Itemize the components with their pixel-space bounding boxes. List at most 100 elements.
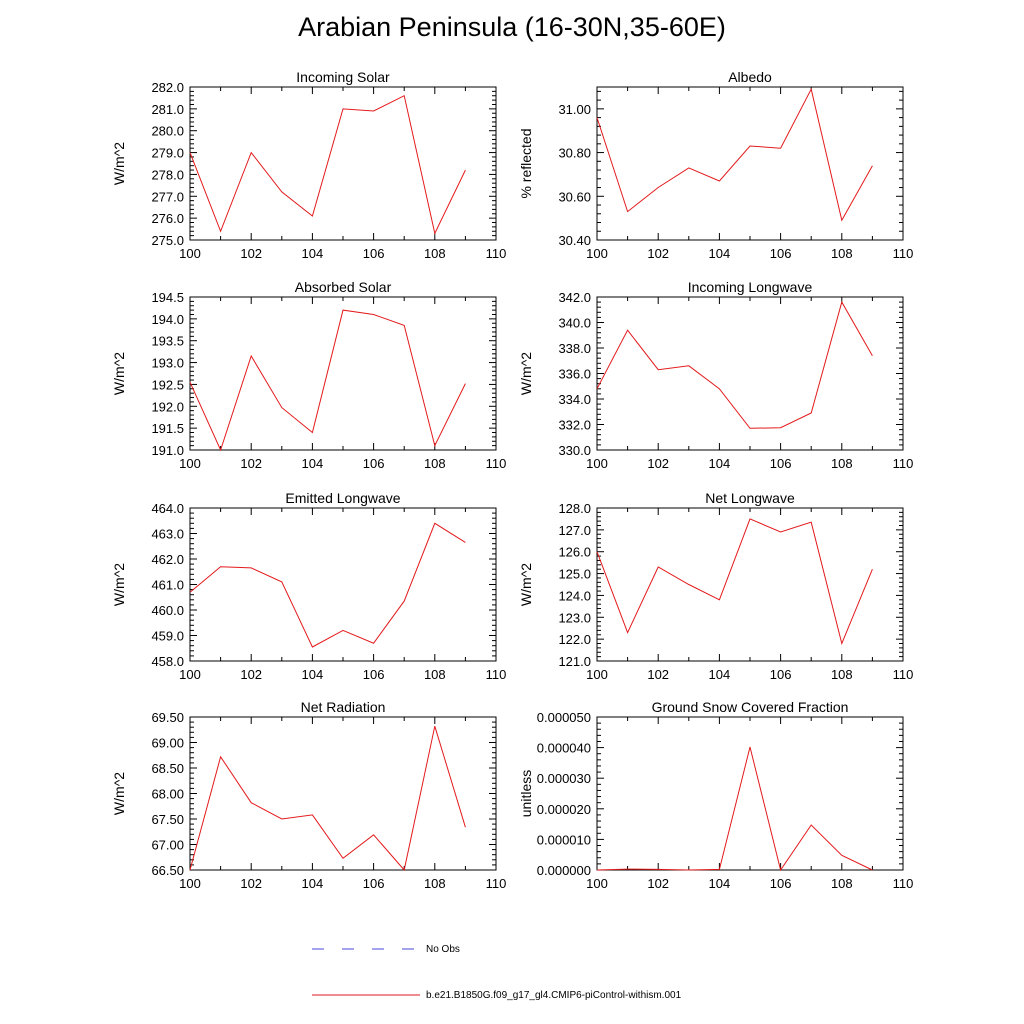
net-radiation-x-tick-label: 100 bbox=[179, 876, 201, 891]
incoming-longwave-x-tick-label: 104 bbox=[709, 456, 731, 471]
net-radiation-y-tick-label: 69.50 bbox=[151, 710, 184, 725]
emitted-longwave-y-tick-label: 463.0 bbox=[151, 527, 184, 542]
absorbed-solar-y-axis-label: W/m^2 bbox=[111, 352, 127, 395]
ground-snow-covered-fraction-plot-frame bbox=[596, 716, 904, 871]
incoming-longwave-x-tick-label: 108 bbox=[831, 456, 853, 471]
ground-snow-covered-fraction-series-line bbox=[596, 746, 873, 872]
net-radiation-x-tick-label: 110 bbox=[486, 876, 507, 891]
net-radiation-y-axis-label: W/m^2 bbox=[111, 772, 127, 815]
ground-snow-covered-fraction-title: Ground Snow Covered Fraction bbox=[652, 699, 849, 715]
net-longwave-plot-frame bbox=[596, 507, 904, 662]
incoming-solar-y-tick-label: 282.0 bbox=[151, 80, 184, 95]
net-radiation-x-tick-label: 108 bbox=[424, 876, 446, 891]
absorbed-solar-y-tick-label: 193.0 bbox=[151, 356, 184, 371]
ground-snow-covered-fraction-y-tick-label: 0.000010 bbox=[537, 832, 591, 847]
ground-snow-covered-fraction-x-tick-label: 100 bbox=[586, 876, 608, 891]
incoming-solar-x-tick-label: 102 bbox=[240, 246, 262, 261]
incoming-longwave-y-tick-label: 330.0 bbox=[558, 443, 591, 458]
absorbed-solar-title: Absorbed Solar bbox=[295, 279, 392, 295]
net-longwave-x-tick-label: 108 bbox=[831, 667, 853, 682]
net-longwave-y-tick-label: 128.0 bbox=[558, 501, 591, 516]
ground-snow-covered-fraction-y-tick-label: 0.000020 bbox=[537, 802, 591, 817]
albedo-plot-frame bbox=[596, 86, 904, 241]
incoming-longwave-x-tick-label: 110 bbox=[893, 456, 914, 471]
net-longwave-x-tick-label: 100 bbox=[586, 667, 608, 682]
emitted-longwave-x-tick-label: 104 bbox=[302, 667, 324, 682]
emitted-longwave-x-tick-label: 100 bbox=[179, 667, 201, 682]
absorbed-solar-series-line bbox=[189, 309, 466, 452]
albedo-y-tick-label: 30.80 bbox=[558, 146, 591, 161]
ground-snow-covered-fraction-x-tick-label: 106 bbox=[770, 876, 792, 891]
incoming-longwave-x-tick-label: 100 bbox=[586, 456, 608, 471]
net-longwave-title: Net Longwave bbox=[705, 490, 795, 506]
absorbed-solar-y-tick-label: 194.5 bbox=[151, 290, 184, 305]
net-radiation-x-tick-label: 104 bbox=[302, 876, 324, 891]
net-radiation-x-tick-label: 106 bbox=[363, 876, 385, 891]
incoming-solar-y-tick-label: 280.0 bbox=[151, 124, 184, 139]
ground-snow-covered-fraction-x-tick-label: 102 bbox=[647, 876, 669, 891]
incoming-solar-y-tick-label: 275.0 bbox=[151, 233, 184, 248]
incoming-solar-title: Incoming Solar bbox=[296, 69, 390, 85]
incoming-longwave-x-tick-label: 106 bbox=[770, 456, 792, 471]
net-radiation-x-tick-label: 102 bbox=[240, 876, 262, 891]
absorbed-solar-x-tick-label: 104 bbox=[302, 456, 324, 471]
page-title: Arabian Peninsula (16-30N,35-60E) bbox=[298, 12, 726, 42]
net-longwave-x-tick-label: 106 bbox=[770, 667, 792, 682]
net-longwave-series-line bbox=[596, 518, 873, 646]
absorbed-solar-y-tick-label: 191.0 bbox=[151, 443, 184, 458]
albedo-series-line bbox=[596, 87, 873, 222]
albedo-x-tick-label: 102 bbox=[647, 246, 669, 261]
incoming-longwave-y-axis-label: W/m^2 bbox=[518, 352, 534, 395]
incoming-solar-y-tick-label: 277.0 bbox=[151, 189, 184, 204]
albedo-y-axis-label: % reflected bbox=[518, 128, 534, 198]
emitted-longwave-y-axis-label: W/m^2 bbox=[111, 563, 127, 606]
absorbed-solar-y-tick-label: 193.5 bbox=[151, 334, 184, 349]
ground-snow-covered-fraction-y-tick-label: 0.000040 bbox=[537, 741, 591, 756]
ground-snow-covered-fraction-y-axis-label: unitless bbox=[518, 770, 534, 817]
net-longwave-x-tick-label: 110 bbox=[893, 667, 914, 682]
net-radiation-y-tick-label: 66.50 bbox=[151, 863, 184, 878]
incoming-longwave-title: Incoming Longwave bbox=[688, 279, 813, 295]
net-radiation-y-tick-label: 68.50 bbox=[151, 761, 184, 776]
incoming-solar-x-tick-label: 106 bbox=[363, 246, 385, 261]
albedo-title: Albedo bbox=[728, 69, 772, 85]
emitted-longwave-x-tick-label: 110 bbox=[486, 667, 507, 682]
albedo-x-tick-label: 104 bbox=[709, 246, 731, 261]
absorbed-solar-x-tick-label: 102 bbox=[240, 456, 262, 471]
emitted-longwave-x-tick-label: 108 bbox=[424, 667, 446, 682]
net-longwave-x-tick-label: 102 bbox=[647, 667, 669, 682]
absorbed-solar-x-tick-label: 106 bbox=[363, 456, 385, 471]
incoming-longwave-plot-frame bbox=[596, 296, 904, 451]
incoming-longwave-y-tick-label: 338.0 bbox=[558, 341, 591, 356]
albedo-y-tick-label: 30.40 bbox=[558, 233, 591, 248]
emitted-longwave-y-tick-label: 460.0 bbox=[151, 603, 184, 618]
emitted-longwave-y-tick-label: 464.0 bbox=[151, 501, 184, 516]
incoming-solar-series-line bbox=[189, 94, 466, 235]
net-longwave-y-tick-label: 123.0 bbox=[558, 610, 591, 625]
albedo-x-tick-label: 106 bbox=[770, 246, 792, 261]
emitted-longwave-plot-frame bbox=[189, 507, 497, 662]
emitted-longwave-x-tick-label: 106 bbox=[363, 667, 385, 682]
albedo-y-tick-label: 30.60 bbox=[558, 189, 591, 204]
net-longwave-y-tick-label: 122.0 bbox=[558, 632, 591, 647]
incoming-solar-y-axis-label: W/m^2 bbox=[111, 142, 127, 185]
albedo-y-tick-label: 31.00 bbox=[558, 102, 591, 117]
incoming-longwave-series-line bbox=[596, 300, 873, 429]
net-radiation-y-tick-label: 68.00 bbox=[151, 787, 184, 802]
absorbed-solar-x-tick-label: 108 bbox=[424, 456, 446, 471]
net-longwave-x-tick-label: 104 bbox=[709, 667, 731, 682]
albedo-x-tick-label: 110 bbox=[893, 246, 914, 261]
incoming-solar-x-tick-label: 104 bbox=[302, 246, 324, 261]
emitted-longwave-x-tick-label: 102 bbox=[240, 667, 262, 682]
albedo-x-tick-label: 108 bbox=[831, 246, 853, 261]
ground-snow-covered-fraction-y-tick-label: 0.000050 bbox=[537, 710, 591, 725]
emitted-longwave-y-tick-label: 459.0 bbox=[151, 629, 184, 644]
absorbed-solar-y-tick-label: 192.0 bbox=[151, 399, 184, 414]
incoming-solar-y-tick-label: 281.0 bbox=[151, 102, 184, 117]
net-radiation-y-tick-label: 69.00 bbox=[151, 736, 184, 751]
net-longwave-y-tick-label: 125.0 bbox=[558, 567, 591, 582]
net-longwave-y-tick-label: 126.0 bbox=[558, 545, 591, 560]
absorbed-solar-y-tick-label: 192.5 bbox=[151, 377, 184, 392]
incoming-solar-y-tick-label: 278.0 bbox=[151, 167, 184, 182]
incoming-longwave-y-tick-label: 342.0 bbox=[558, 290, 591, 305]
